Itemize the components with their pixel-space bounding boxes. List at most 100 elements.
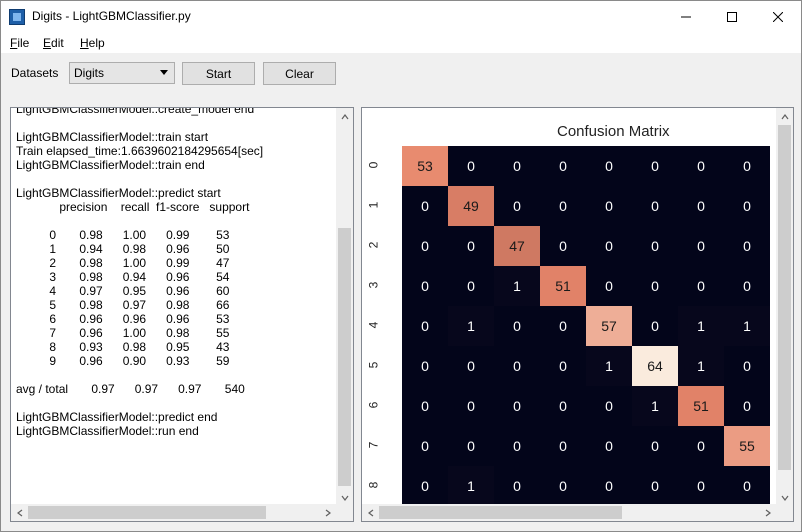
matrix-cell: 1: [678, 306, 724, 346]
log-line: 6 0.96 0.96 0.96 53: [16, 312, 230, 326]
title-bar: Digits - LightGBMClassifier.py: [1, 1, 801, 32]
matrix-cell: 0: [678, 186, 724, 226]
matrix-cell: 1: [586, 346, 632, 386]
matrix-cell: 0: [448, 346, 494, 386]
plot-horizontal-scrollbar[interactable]: [362, 504, 776, 521]
log-line: [16, 214, 263, 228]
row-label: 6: [366, 401, 381, 409]
log-horizontal-scrollbar[interactable]: [11, 504, 336, 521]
minimize-button[interactable]: [663, 1, 709, 32]
matrix-cell: 0: [632, 146, 678, 186]
matrix-cell: 0: [678, 466, 724, 506]
matrix-cell: 0: [586, 226, 632, 266]
close-button[interactable]: [755, 1, 801, 32]
matrix-cell: 0: [540, 466, 586, 506]
matrix-cell: 0: [724, 386, 770, 426]
matrix-cell: 0: [586, 426, 632, 466]
matrix-cell: 0: [632, 266, 678, 306]
matrix-cell: 0: [494, 466, 540, 506]
matrix-cell: 0: [678, 266, 724, 306]
scrollbar-corner: [336, 504, 353, 521]
log-horizontal-scroll-thumb[interactable]: [28, 506, 266, 519]
plot-vertical-scroll-thumb[interactable]: [778, 125, 791, 470]
matrix-cell: 51: [540, 266, 586, 306]
log-text-area[interactable]: LightGBMClassifierModel::create_model en…: [10, 107, 354, 522]
datasets-label: Datasets: [11, 66, 59, 80]
matrix-cell: 1: [678, 346, 724, 386]
matrix-cell: 1: [448, 466, 494, 506]
matrix-cell: 0: [586, 186, 632, 226]
log-line: 1 0.94 0.98 0.96 50: [16, 242, 230, 256]
matrix-cell: 0: [494, 386, 540, 426]
matrix-cell: 0: [402, 466, 448, 506]
menu-bar: File Edit Help: [1, 32, 801, 53]
log-line: LightGBMClassifierModel::create_model en…: [16, 107, 255, 116]
matrix-cell: 0: [724, 146, 770, 186]
plot-vertical-scrollbar[interactable]: [776, 108, 793, 506]
log-output: LightGBMClassifierModel::create_model en…: [16, 107, 263, 438]
matrix-cell: 0: [494, 146, 540, 186]
matrix-cell: 0: [402, 266, 448, 306]
matrix-cell: 55: [724, 426, 770, 466]
matrix-cell: 0: [678, 226, 724, 266]
minimize-icon: [681, 16, 691, 17]
dataset-select[interactable]: Digits: [69, 62, 175, 84]
plot-horizontal-scroll-thumb[interactable]: [379, 506, 622, 519]
log-line: LightGBMClassifierModel::train end: [16, 158, 205, 172]
menu-edit[interactable]: Edit: [43, 36, 64, 50]
menu-file[interactable]: File: [10, 36, 30, 50]
matrix-cell: 1: [448, 306, 494, 346]
chevron-down-icon: [160, 70, 168, 75]
matrix-cell: 0: [632, 466, 678, 506]
clear-button[interactable]: Clear: [263, 62, 336, 85]
maximize-button[interactable]: [709, 1, 755, 32]
scroll-up-arrow-icon[interactable]: [776, 108, 793, 125]
matrix-cell: 0: [586, 266, 632, 306]
log-line: 2 0.98 1.00 0.99 47: [16, 256, 230, 270]
matrix-cell: 0: [724, 226, 770, 266]
matrix-cell: 0: [402, 346, 448, 386]
close-icon: [773, 11, 783, 22]
matrix-cell: 0: [494, 346, 540, 386]
row-label: 8: [366, 481, 381, 489]
log-line: 4 0.97 0.95 0.96 60: [16, 284, 230, 298]
plot-title: Confusion Matrix: [557, 123, 670, 140]
scroll-down-arrow-icon[interactable]: [336, 489, 353, 506]
plot-area: Confusion Matrix 0 53 0 0 0 0 0 0 0 1 0 49 0 0 0 0 0 0 2 0 0…: [361, 107, 794, 522]
row-label: 3: [366, 281, 381, 289]
maximize-icon: [727, 11, 737, 22]
menu-help[interactable]: Help: [80, 36, 105, 50]
scroll-up-arrow-icon[interactable]: [336, 108, 353, 125]
matrix-cell: 0: [540, 226, 586, 266]
log-line: avg / total 0.97 0.97 0.97 540: [16, 382, 245, 396]
app-icon: [9, 9, 25, 25]
matrix-cell: 0: [402, 426, 448, 466]
matrix-cell: 0: [448, 386, 494, 426]
log-vertical-scrollbar[interactable]: [336, 108, 353, 506]
scroll-right-arrow-icon[interactable]: [759, 504, 776, 521]
start-button[interactable]: Start: [182, 62, 255, 85]
log-line: 3 0.98 0.94 0.96 54: [16, 270, 230, 284]
log-line: 9 0.96 0.90 0.93 59: [16, 354, 230, 368]
row-label: 7: [366, 441, 381, 449]
matrix-cell: 53: [402, 146, 448, 186]
matrix-cell: 51: [678, 386, 724, 426]
row-label: 5: [366, 361, 381, 369]
matrix-cell: 0: [448, 226, 494, 266]
scroll-right-arrow-icon[interactable]: [319, 504, 336, 521]
matrix-cell: 0: [540, 186, 586, 226]
matrix-cell: 0: [724, 266, 770, 306]
matrix-cell: 1: [724, 306, 770, 346]
log-line: LightGBMClassifierModel::predict start: [16, 186, 221, 200]
matrix-cell: 0: [540, 386, 586, 426]
scroll-down-arrow-icon[interactable]: [776, 489, 793, 506]
scroll-left-arrow-icon[interactable]: [11, 504, 28, 521]
scrollbar-corner: [776, 504, 793, 521]
log-line: 7 0.96 1.00 0.98 55: [16, 326, 230, 340]
scroll-left-arrow-icon[interactable]: [362, 504, 379, 521]
log-line: [16, 368, 263, 382]
log-vertical-scroll-thumb[interactable]: [338, 228, 351, 486]
matrix-cell: 1: [632, 386, 678, 426]
matrix-cell: 1: [494, 266, 540, 306]
